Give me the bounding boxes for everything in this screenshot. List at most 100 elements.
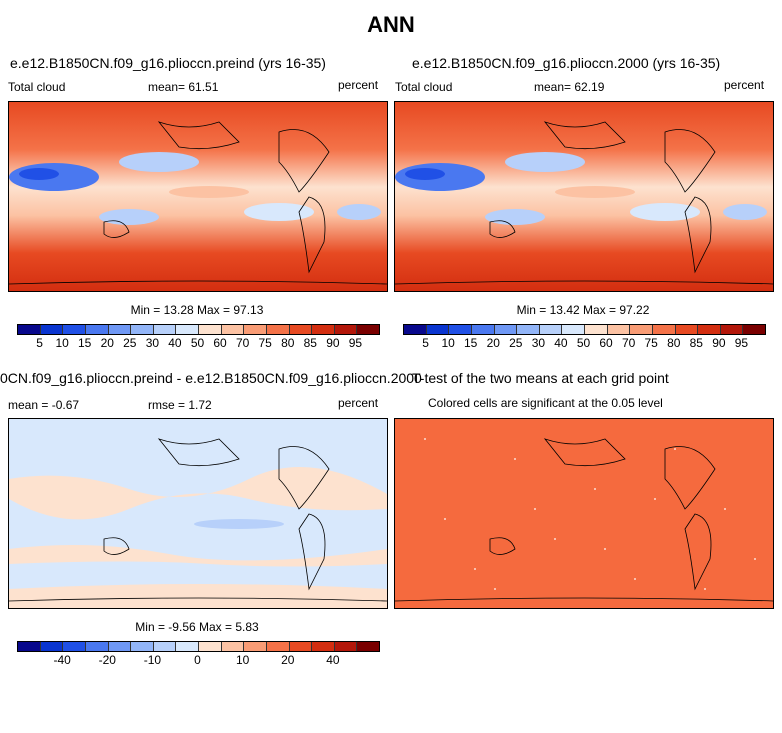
panel2-mean: mean= 62.19 bbox=[534, 80, 605, 94]
panel3-title: 0CN.f09_g16.plioccn.preind - e.e12.B1850… bbox=[0, 370, 422, 386]
panel3-colorbar-tick-label: 0 bbox=[194, 653, 201, 667]
panel1-colorbar-tick-label: 85 bbox=[303, 336, 317, 350]
panel2-colorbar-swatch-11 bbox=[652, 325, 676, 334]
panel1-colorbar-tick-label: 60 bbox=[213, 336, 227, 350]
panel2-colorbar-swatch-5 bbox=[517, 325, 540, 334]
panel1-colorbar-tick-label: 80 bbox=[281, 336, 295, 350]
panel1-colorbar-swatch-7 bbox=[176, 325, 199, 334]
panel1-colorbar-tick-label: 40 bbox=[168, 336, 182, 350]
panel3-units: percent bbox=[338, 396, 379, 410]
panel3-colorbar-swatch-14 bbox=[334, 642, 358, 651]
panel2-colorbar bbox=[403, 324, 766, 335]
panel3-colorbar-tick-label: -40 bbox=[53, 653, 71, 667]
panel3-colorbar-swatch-12 bbox=[289, 642, 313, 651]
panel4-map bbox=[394, 418, 774, 609]
panel1-colorbar-swatch-6 bbox=[153, 325, 177, 334]
panel2-colorbar-tick-label: 40 bbox=[554, 336, 568, 350]
panel3-colorbar-swatch-10 bbox=[244, 642, 267, 651]
panel3-colorbar-swatch-7 bbox=[176, 642, 199, 651]
panel3-map bbox=[8, 418, 388, 609]
panel1-map bbox=[8, 101, 388, 292]
panel1-colorbar-ticks: 5 10 15 20 25 30 40 50 60 70 75 80 85 90 95 bbox=[17, 336, 378, 350]
panel3-colorbar-swatch-1 bbox=[40, 642, 64, 651]
panel1-colorbar-swatch-10 bbox=[244, 325, 267, 334]
panel2-stats: Min = 13.42 Max = 97.22 bbox=[516, 303, 650, 317]
panel1-colorbar-swatch-13 bbox=[312, 325, 335, 334]
panel2-colorbar-swatch-3 bbox=[471, 325, 495, 334]
panel2-colorbar-swatch-1 bbox=[426, 325, 450, 334]
panel2-colorbar-tick-label: 5 bbox=[422, 336, 429, 350]
panel3-colorbar-tick-label: 10 bbox=[235, 653, 250, 667]
panel2-colorbar-swatch-9 bbox=[607, 325, 631, 334]
panel1-colorbar-tick-label: 20 bbox=[100, 336, 114, 350]
panel3-colorbar-swatch-15 bbox=[357, 642, 379, 651]
panel1-colorbar-tick-label: 25 bbox=[123, 336, 137, 350]
panel1-colorbar-tick-label: 50 bbox=[190, 336, 205, 350]
panel1-colorbar bbox=[17, 324, 380, 335]
panel1-colorbar-swatch-14 bbox=[334, 325, 358, 334]
panel3-colorbar-tick-label: 40 bbox=[326, 653, 340, 667]
panel2-colorbar-swatch-13 bbox=[698, 325, 721, 334]
panel2-colorbar-swatch-6 bbox=[539, 325, 563, 334]
panel2-colorbar-ticks: 5 10 15 20 25 30 40 50 60 70 75 80 85 90 95 bbox=[403, 336, 764, 350]
panel1-colorbar-swatch-12 bbox=[289, 325, 313, 334]
panel1-colorbar-swatch-3 bbox=[85, 325, 109, 334]
panel1-colorbar-tick-label: 10 bbox=[55, 336, 69, 350]
panel1-colorbar-tick-label: 5 bbox=[36, 336, 43, 350]
panel2-title: e.e12.B1850CN.f09_g16.plioccn.2000 (yrs … bbox=[412, 55, 721, 71]
panel2-colorbar-swatch-10 bbox=[630, 325, 653, 334]
panel2-colorbar-swatch-12 bbox=[675, 325, 699, 334]
panel2-colorbar-tick-label: 90 bbox=[712, 336, 726, 350]
panel2-colorbar-tick-label: 15 bbox=[464, 336, 478, 350]
panel1-colorbar-tick-label: 90 bbox=[326, 336, 340, 350]
panel2-colorbar-tick-label: 75 bbox=[644, 336, 658, 350]
panel1-colorbar-tick-label: 15 bbox=[78, 336, 92, 350]
panel4-title: T-test of the two means at each grid poi… bbox=[412, 370, 669, 386]
panel1-title: e.e12.B1850CN.f09_g16.plioccn.preind (yr… bbox=[10, 55, 326, 71]
panel2-colorbar-tick-label: 30 bbox=[531, 336, 546, 350]
panel2-variable: Total cloud bbox=[395, 80, 453, 94]
panel2-colorbar-swatch-2 bbox=[449, 325, 472, 334]
panel4-subtitle: Colored cells are significant at the 0.0… bbox=[428, 396, 663, 410]
panel2-colorbar-tick-label: 10 bbox=[441, 336, 455, 350]
panel1-mean: mean= 61.51 bbox=[148, 80, 219, 94]
panel3-colorbar bbox=[17, 641, 380, 652]
panel3-colorbar-swatch-0 bbox=[18, 642, 41, 651]
panel3-colorbar-tick-label: -10 bbox=[143, 653, 162, 667]
panel3-stats: Min = -9.56 Max = 5.83 bbox=[135, 620, 259, 634]
panel1-stats: Min = 13.28 Max = 97.13 bbox=[130, 303, 264, 317]
panel1-colorbar-swatch-5 bbox=[131, 325, 154, 334]
panel3-colorbar-tick-label: 20 bbox=[281, 653, 295, 667]
panel3-colorbar-swatch-8 bbox=[199, 642, 222, 651]
panel2-colorbar-swatch-7 bbox=[562, 325, 585, 334]
panel2-colorbar-swatch-14 bbox=[720, 325, 744, 334]
panel2-colorbar-swatch-4 bbox=[494, 325, 518, 334]
panel1-variable: Total cloud bbox=[8, 80, 66, 94]
panel1-colorbar-swatch-2 bbox=[63, 325, 86, 334]
panel2-colorbar-tick-label: 50 bbox=[576, 336, 591, 350]
panel2-units: percent bbox=[724, 78, 765, 92]
panel1-colorbar-swatch-8 bbox=[199, 325, 222, 334]
panel2-colorbar-swatch-15 bbox=[743, 325, 765, 334]
panel3-mean: mean = -0.67 bbox=[8, 398, 80, 412]
panel3-colorbar-swatch-13 bbox=[312, 642, 335, 651]
panel1-colorbar-swatch-1 bbox=[40, 325, 64, 334]
figure-title: ANN bbox=[367, 12, 415, 37]
panel1-colorbar-tick-label: 70 bbox=[235, 336, 250, 350]
panel2-colorbar-swatch-0 bbox=[404, 325, 427, 334]
panel1-colorbar-swatch-11 bbox=[266, 325, 290, 334]
panel3-colorbar-swatch-3 bbox=[85, 642, 109, 651]
panel2-colorbar-tick-label: 85 bbox=[689, 336, 703, 350]
panel3-colorbar-swatch-2 bbox=[63, 642, 86, 651]
panel3-colorbar-swatch-11 bbox=[266, 642, 290, 651]
panel1-colorbar-tick-label: 95 bbox=[348, 336, 363, 350]
panel3-colorbar-swatch-6 bbox=[153, 642, 177, 651]
panel1-colorbar-swatch-15 bbox=[357, 325, 379, 334]
panel1-colorbar-tick-label: 30 bbox=[145, 336, 160, 350]
panel2-colorbar-tick-label: 60 bbox=[599, 336, 613, 350]
panel3-colorbar-tick-label: -20 bbox=[98, 653, 116, 667]
panel1-colorbar-tick-label: 75 bbox=[258, 336, 272, 350]
panel3-colorbar-swatch-4 bbox=[108, 642, 132, 651]
panel1-colorbar-swatch-4 bbox=[108, 325, 132, 334]
panel2-colorbar-tick-label: 80 bbox=[667, 336, 681, 350]
